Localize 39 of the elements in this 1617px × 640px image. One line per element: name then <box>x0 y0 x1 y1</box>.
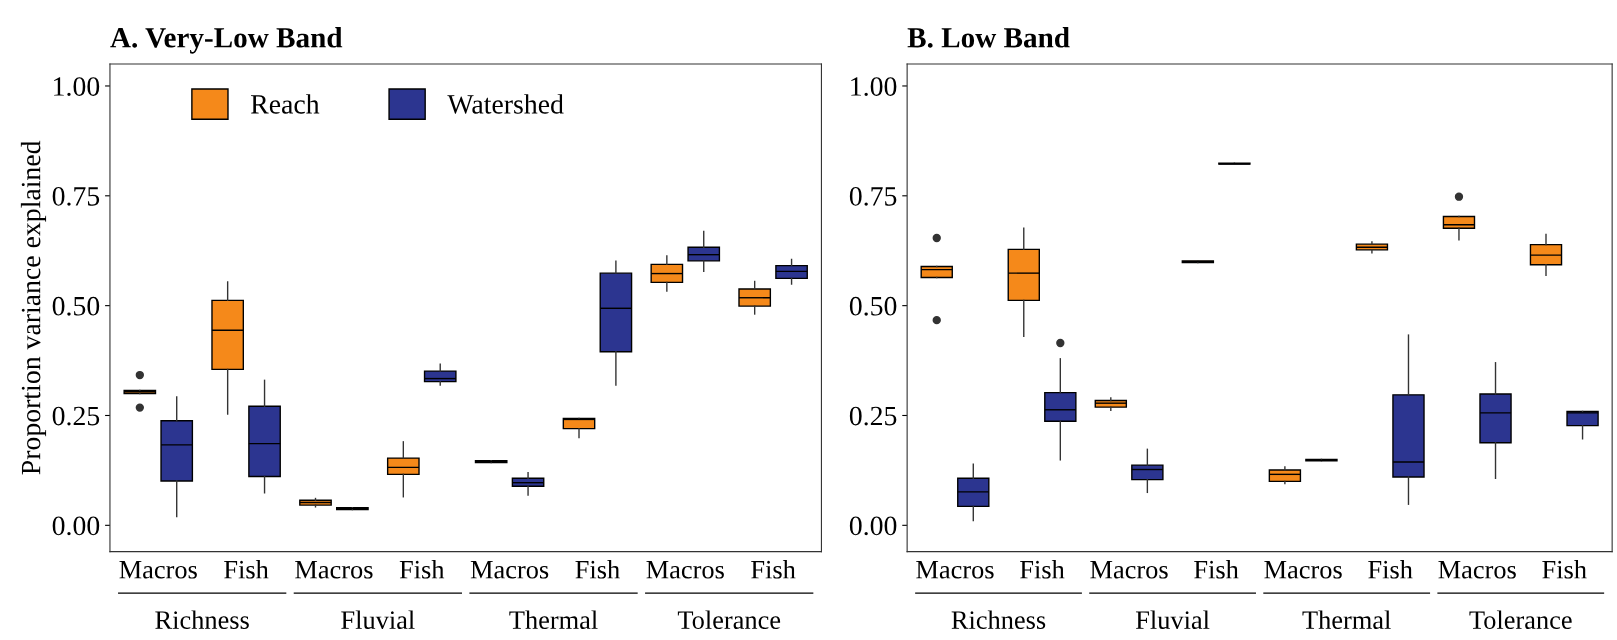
x-tick-label: Macros <box>1264 561 1342 579</box>
text: Tolerance <box>677 610 781 629</box>
y-tick-label: 1.00 <box>54 77 100 96</box>
text: Fluvial <box>1135 610 1210 629</box>
x-tick-label: Fish <box>575 560 620 579</box>
x-tick-label: Macros <box>1438 561 1516 579</box>
x-tick-label: Fish <box>224 560 269 579</box>
y-tick-label: 0.50 <box>849 296 897 316</box>
legend-label: Reach <box>251 94 320 114</box>
x-tick-label: Fish <box>751 560 796 579</box>
y-tick-label: 0.25 <box>52 406 100 426</box>
x-tick-label: Macros <box>119 561 197 579</box>
text: Richness <box>951 610 1046 629</box>
y-tick-label: 0.25 <box>849 406 897 426</box>
x-tick-label: Fish <box>399 560 445 579</box>
y-tick-label: 0.75 <box>52 186 100 206</box>
y-tick-label: 0.00 <box>52 516 100 536</box>
y-tick-label: 0.50 <box>52 296 100 316</box>
text: Fluvial <box>341 610 415 629</box>
legend-label: Watershed <box>447 94 564 114</box>
text: Thermal <box>509 610 598 629</box>
text: Tolerance <box>1469 610 1572 629</box>
x-tick-label: Fish <box>1542 560 1587 579</box>
y-tick-label: 1.00 <box>851 77 897 96</box>
y-axis-title: Proportion variance explained <box>20 140 47 475</box>
x-tick-label: Fish <box>1194 560 1239 579</box>
x-tick-label: Macros <box>470 561 549 579</box>
x-tick-label: Macros <box>295 561 373 579</box>
x-tick-label: Macros <box>646 561 724 579</box>
text: Richness <box>155 610 249 629</box>
text: Thermal <box>1302 610 1391 629</box>
x-tick-label: Fish <box>1020 560 1065 579</box>
chart-title: A. Very-Low Band <box>110 27 343 54</box>
x-tick-label: Macros <box>1090 561 1168 579</box>
chart-title: B. Low Band <box>907 27 1070 48</box>
x-tick-label: Macros <box>916 561 994 579</box>
y-tick-label: 0.75 <box>849 186 897 206</box>
x-tick-label: Fish <box>1368 560 1413 579</box>
y-tick-label: 0.00 <box>849 516 897 536</box>
